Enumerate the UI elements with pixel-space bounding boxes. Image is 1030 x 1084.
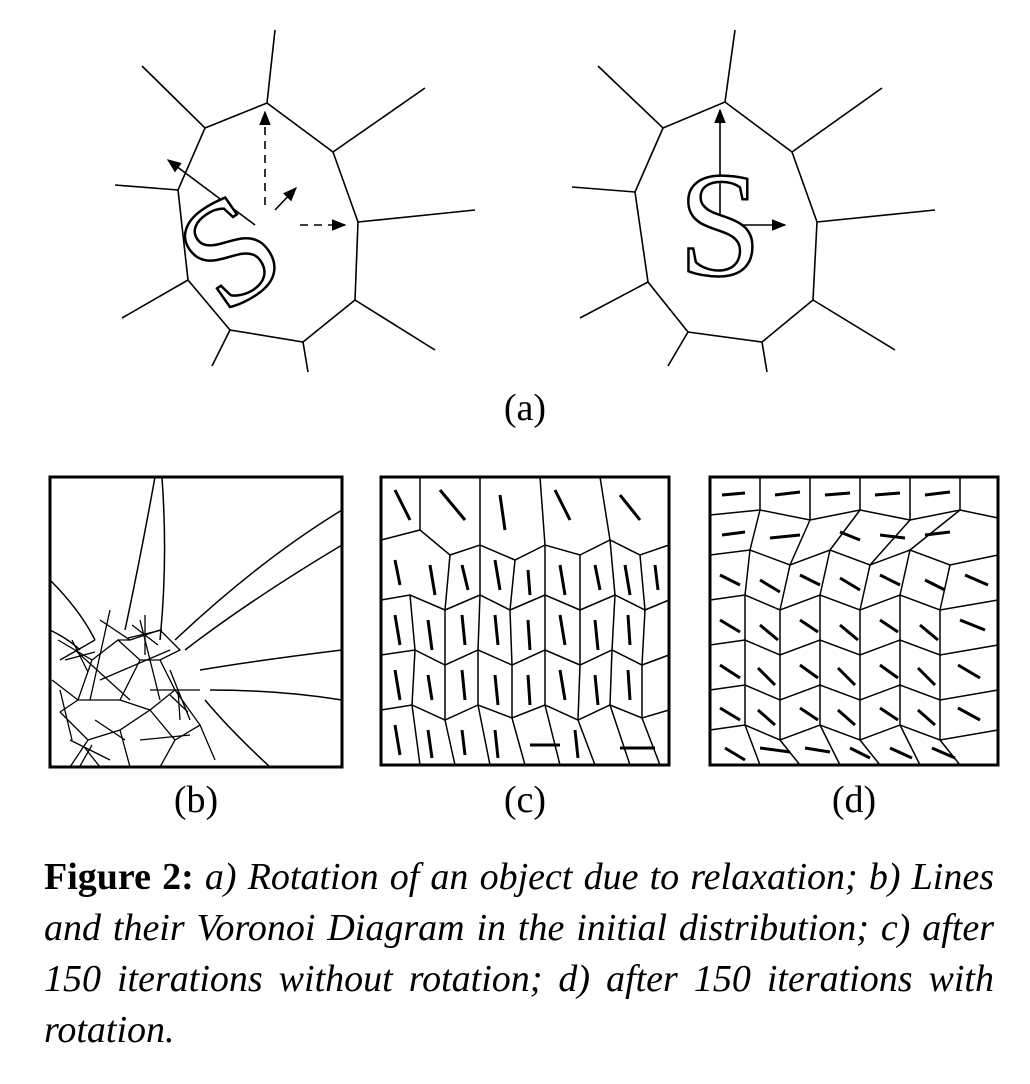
glyph-s-upright: S — [678, 142, 761, 308]
panel-b-clutter — [51, 609, 216, 768]
panel-d — [708, 475, 1000, 767]
panel-b-frame — [48, 475, 344, 769]
label-c: (c) — [503, 779, 547, 821]
panel-d-lines — [719, 490, 989, 762]
caption-lead: Figure 2: — [44, 856, 194, 898]
label-d: (d) — [831, 779, 877, 821]
panel-a-left — [114, 29, 476, 373]
glyph-s-rotated: S — [148, 159, 312, 343]
panel-c-frame — [379, 475, 671, 767]
label-b: (b) — [173, 779, 219, 821]
panel-a-right — [571, 29, 936, 373]
panel-d-cells — [709, 477, 999, 766]
panel-c-lines — [393, 489, 660, 759]
figure-caption: Figure 2: a) Rotation of an object due t… — [44, 852, 994, 1056]
voronoi-cell-right — [634, 101, 818, 343]
panel-b — [48, 475, 344, 769]
panel-d-frame — [708, 475, 1000, 767]
voronoi-cell-left — [177, 102, 359, 343]
panel-c-cells — [380, 476, 670, 766]
label-a: (a) — [503, 387, 547, 429]
panel-c — [379, 475, 671, 767]
caption-text: a) Rotation of an object due to relaxati… — [44, 856, 995, 1051]
